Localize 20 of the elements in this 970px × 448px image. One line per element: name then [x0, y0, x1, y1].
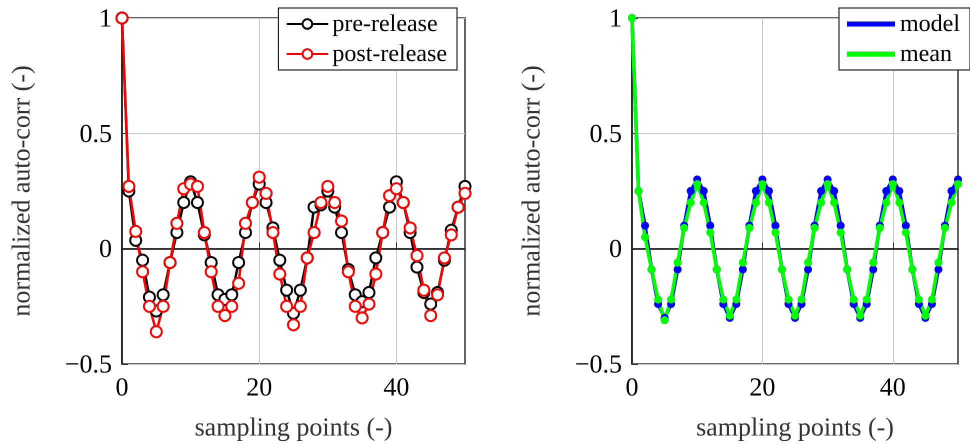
x-axis-title: sampling points (-): [696, 412, 894, 442]
legend-label: pre-release: [332, 11, 438, 37]
y-tick-label: 1: [99, 4, 112, 32]
y-tick-label: 0: [609, 234, 622, 264]
y-tick-label: −0.5: [574, 350, 622, 378]
y-axis-title: normalized auto-corr (-): [6, 65, 36, 317]
x-tick-label: 40: [383, 372, 410, 402]
legend-label: mean: [900, 41, 952, 67]
y-tick-label: 0.5: [590, 118, 622, 148]
x-tick-label: 20: [749, 372, 776, 402]
y-tick-label: −0.5: [64, 350, 112, 378]
y-tick-label: 0.5: [80, 118, 112, 148]
y-axis-title: normalized auto-corr (-): [516, 65, 546, 317]
x-axis-title: sampling points (-): [194, 412, 392, 442]
x-tick-label: 20: [246, 372, 272, 402]
x-tick-label: 40: [880, 372, 906, 402]
legend-label: post-release: [332, 41, 447, 67]
legend-label: model: [900, 11, 960, 37]
y-tick-label: 1: [609, 4, 622, 32]
y-tick-label: 0: [99, 234, 112, 264]
